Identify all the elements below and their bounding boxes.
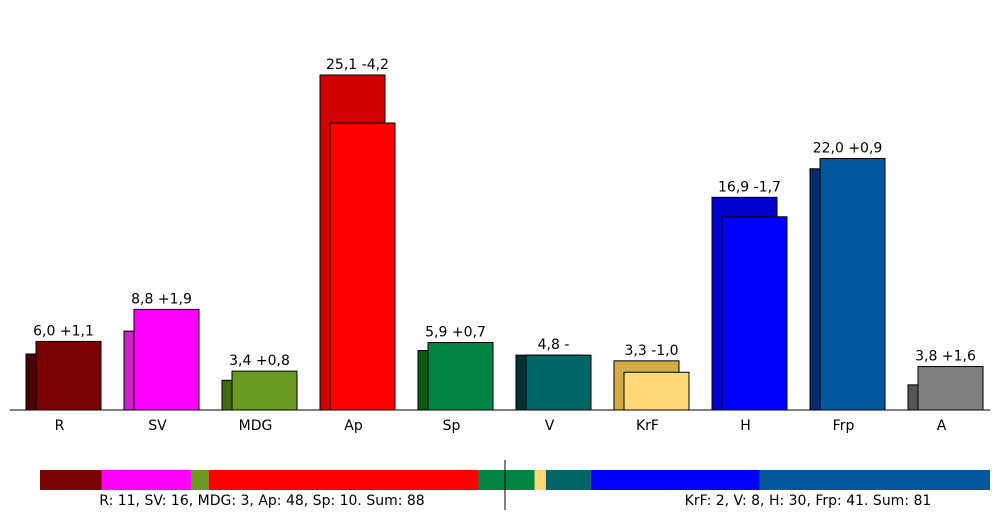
- value-label: 4,8 -: [538, 337, 570, 353]
- seat-segment: [534, 470, 546, 490]
- change-text: +0,8: [256, 353, 290, 369]
- seat-segment: [208, 470, 479, 490]
- bar: [525, 354, 592, 411]
- seats-right-label: KrF: 2, V: 8, H: 30, Frp: 41. Sum: 81: [685, 493, 932, 509]
- x-tick-label: MDG: [239, 418, 273, 434]
- x-tick-label: R: [55, 418, 65, 434]
- seat-segment: [590, 470, 760, 490]
- value-label: 5,9 +0,7: [425, 325, 486, 341]
- seat-segment: [40, 470, 102, 490]
- value-text: 3,4: [229, 353, 251, 369]
- change-text: -1,0: [651, 343, 678, 359]
- x-tick-label: KrF: [636, 418, 659, 434]
- value-label: 8,8 +1,9: [131, 291, 192, 307]
- value-label: 6,0 +1,1: [33, 323, 94, 339]
- bar: [231, 370, 298, 411]
- change-text: -: [564, 337, 569, 353]
- change-text: +0,9: [848, 140, 882, 156]
- change-text: +1,6: [942, 349, 976, 365]
- value-text: 6,0: [33, 323, 55, 339]
- x-tick-label: A: [937, 418, 947, 434]
- value-label: 3,8 +1,6: [915, 349, 976, 365]
- value-text: 3,3: [624, 343, 646, 359]
- change-text: -1,7: [754, 179, 781, 195]
- value-text: 3,8: [915, 349, 937, 365]
- seat-segment: [478, 470, 535, 490]
- value-label: 3,3 -1,0: [624, 343, 678, 359]
- change-text: +1,1: [60, 323, 94, 339]
- value-text: 8,8: [131, 291, 153, 307]
- bar: [721, 216, 788, 411]
- seat-segment: [191, 470, 209, 490]
- x-tick-label: Sp: [443, 418, 461, 434]
- value-text: 22,0: [813, 140, 844, 156]
- seat-segment: [759, 470, 990, 490]
- value-label: 25,1 -4,2: [326, 57, 389, 73]
- value-text: 16,9: [718, 179, 749, 195]
- x-tick-label: Ap: [344, 418, 363, 434]
- change-text: +0,7: [452, 325, 486, 341]
- x-tick-label: Frp: [833, 418, 855, 434]
- value-text: 5,9: [425, 325, 447, 341]
- bar: [623, 371, 690, 411]
- x-tick-label: H: [740, 418, 751, 434]
- bar: [35, 340, 102, 411]
- value-text: 25,1: [326, 57, 357, 73]
- bar: [427, 342, 494, 411]
- bar: [133, 308, 200, 411]
- seats-left-label: R: 11, SV: 16, MDG: 3, Ap: 48, Sp: 10. S…: [99, 493, 424, 509]
- bar: [329, 122, 396, 411]
- bar: [819, 157, 886, 411]
- value-text: 4,8: [538, 337, 560, 353]
- change-text: -4,2: [362, 57, 389, 73]
- value-label: 22,0 +0,9: [813, 140, 883, 156]
- x-tick-label: SV: [148, 418, 167, 434]
- x-tick-label: V: [545, 418, 555, 434]
- value-label: 3,4 +0,8: [229, 353, 290, 369]
- seat-segment: [101, 470, 192, 490]
- seat-segment: [545, 470, 591, 490]
- bar: [917, 366, 984, 411]
- change-text: +1,9: [158, 291, 192, 307]
- value-label: 16,9 -1,7: [718, 179, 781, 195]
